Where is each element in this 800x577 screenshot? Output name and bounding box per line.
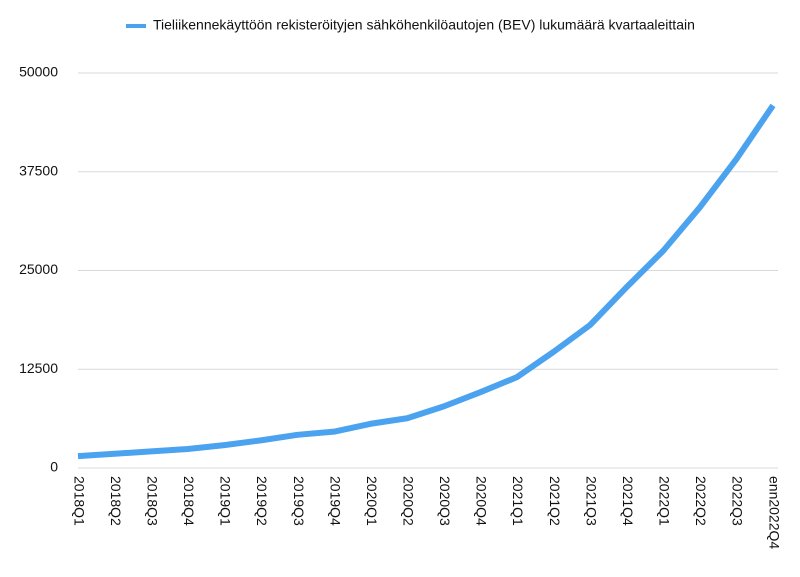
y-tick-label: 50000 bbox=[19, 64, 58, 80]
x-tick-label: 2020Q2 bbox=[401, 476, 417, 526]
y-tick-label: 37500 bbox=[19, 162, 58, 178]
x-tick-label: 2018Q4 bbox=[181, 476, 197, 526]
legend-label: Tieliikennekäyttöön rekisteröityjen sähk… bbox=[153, 17, 695, 33]
x-tick-label: 2021Q4 bbox=[620, 476, 636, 526]
x-tick-label: 2019Q4 bbox=[327, 476, 343, 526]
x-tick-label: 2021Q2 bbox=[547, 476, 563, 526]
x-tick-label: 2021Q3 bbox=[583, 476, 599, 526]
x-tick-label: 2020Q3 bbox=[437, 476, 453, 526]
x-tick-label: 2018Q3 bbox=[144, 476, 160, 526]
x-tick-label: 2018Q2 bbox=[108, 476, 124, 526]
x-tick-label: 2019Q2 bbox=[254, 476, 270, 526]
x-tick-label: 2020Q4 bbox=[474, 476, 490, 526]
x-tick-label: 2018Q1 bbox=[71, 476, 87, 526]
y-tick-label: 0 bbox=[50, 459, 58, 475]
x-tick-label: 2020Q1 bbox=[364, 476, 380, 526]
y-tick-label: 12500 bbox=[19, 360, 58, 376]
line bbox=[77, 103, 776, 460]
x-tick-label: 2019Q1 bbox=[218, 476, 234, 526]
x-tick-label: 2022Q3 bbox=[730, 476, 746, 526]
x-tick-label: 2022Q2 bbox=[693, 476, 709, 526]
x-tick-label: 2021Q1 bbox=[510, 476, 526, 526]
y-tick-label: 25000 bbox=[19, 261, 58, 277]
x-tick-label: 2022Q1 bbox=[657, 476, 673, 526]
x-tick-label: 2019Q3 bbox=[291, 476, 307, 526]
x-tick-label: enn2022Q4 bbox=[766, 476, 782, 549]
